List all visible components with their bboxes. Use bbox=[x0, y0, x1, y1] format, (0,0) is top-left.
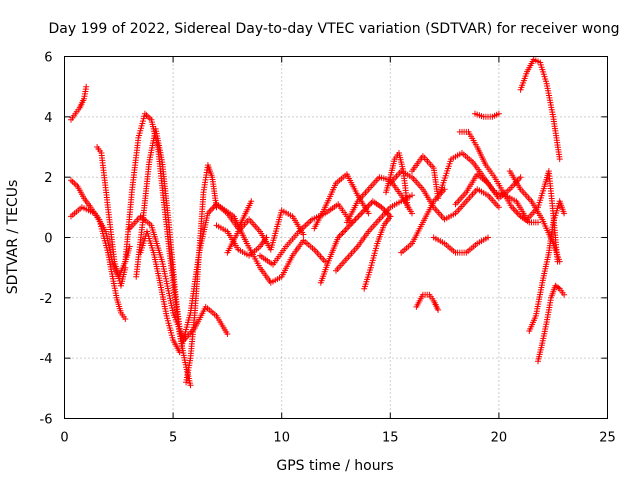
data-point-markers bbox=[94, 144, 129, 289]
y-axis-title: SDTVAR / TECUs bbox=[5, 180, 21, 295]
data-point-markers bbox=[311, 171, 372, 232]
data-series bbox=[413, 291, 442, 313]
data-point-markers bbox=[317, 198, 394, 286]
axis-ticks: 0 5 10 15 20 25 -6 -4 -2 0 2 4 6 bbox=[40, 51, 616, 446]
x-axis-title: GPS time / hours bbox=[276, 458, 393, 474]
data-series bbox=[213, 222, 270, 259]
data-series bbox=[343, 174, 415, 226]
data-series bbox=[126, 213, 231, 344]
data-point-markers bbox=[535, 282, 568, 365]
data-series bbox=[68, 83, 90, 123]
data-point-markers bbox=[333, 192, 415, 274]
data-point-markers bbox=[526, 198, 568, 334]
data-point-markers bbox=[126, 213, 231, 344]
y-tick-label: -4 bbox=[40, 352, 53, 367]
data-series bbox=[472, 110, 502, 120]
data-series bbox=[456, 128, 541, 226]
data-series bbox=[409, 153, 442, 202]
data-series bbox=[311, 171, 372, 232]
y-tick-label: 4 bbox=[44, 111, 52, 126]
x-tick-label: 15 bbox=[382, 431, 399, 446]
x-tick-label: 25 bbox=[599, 431, 616, 446]
data-series bbox=[133, 125, 185, 350]
data-series bbox=[517, 56, 563, 163]
data-series bbox=[68, 177, 129, 322]
y-tick-label: 0 bbox=[44, 232, 52, 247]
data-point-markers bbox=[137, 228, 183, 356]
data-series bbox=[430, 234, 491, 256]
data-point-markers bbox=[68, 83, 90, 123]
data-point-markers bbox=[68, 177, 129, 322]
data-point-markers bbox=[387, 168, 502, 223]
x-tick-label: 10 bbox=[273, 431, 290, 446]
chart-title: Day 199 of 2022, Sidereal Day-to-day VTE… bbox=[49, 21, 620, 37]
data-series bbox=[361, 213, 394, 292]
data-point-markers bbox=[409, 153, 442, 202]
data-point-markers bbox=[343, 174, 415, 226]
data-series bbox=[387, 168, 502, 223]
data-point-markers bbox=[430, 234, 491, 256]
data-point-markers bbox=[361, 213, 394, 292]
y-tick-label: 2 bbox=[44, 171, 52, 186]
data-series bbox=[333, 192, 415, 274]
data-point-markers bbox=[517, 56, 563, 163]
y-tick-label: -6 bbox=[40, 413, 53, 428]
x-tick-label: 20 bbox=[491, 431, 508, 446]
data-series bbox=[137, 228, 183, 356]
data-point-markers bbox=[472, 110, 502, 120]
data-series bbox=[178, 198, 255, 350]
data-point-markers bbox=[178, 198, 255, 350]
data-series bbox=[94, 144, 129, 289]
data-point-markers bbox=[183, 162, 220, 386]
data-series bbox=[183, 162, 220, 386]
y-tick-label: -2 bbox=[40, 292, 53, 307]
data-point-markers bbox=[456, 128, 541, 226]
data-point-markers bbox=[68, 204, 133, 280]
data-series bbox=[535, 282, 568, 365]
y-tick-label: 6 bbox=[44, 51, 52, 66]
data-series bbox=[317, 198, 394, 286]
data-point-markers bbox=[413, 291, 442, 313]
data-series bbox=[68, 204, 133, 280]
data-point-markers bbox=[213, 222, 270, 259]
data-point-markers bbox=[133, 125, 185, 350]
grid bbox=[64, 56, 608, 419]
x-tick-label: 0 bbox=[60, 431, 68, 446]
data-points bbox=[68, 56, 568, 389]
data-series bbox=[526, 198, 568, 334]
x-tick-label: 5 bbox=[169, 431, 177, 446]
